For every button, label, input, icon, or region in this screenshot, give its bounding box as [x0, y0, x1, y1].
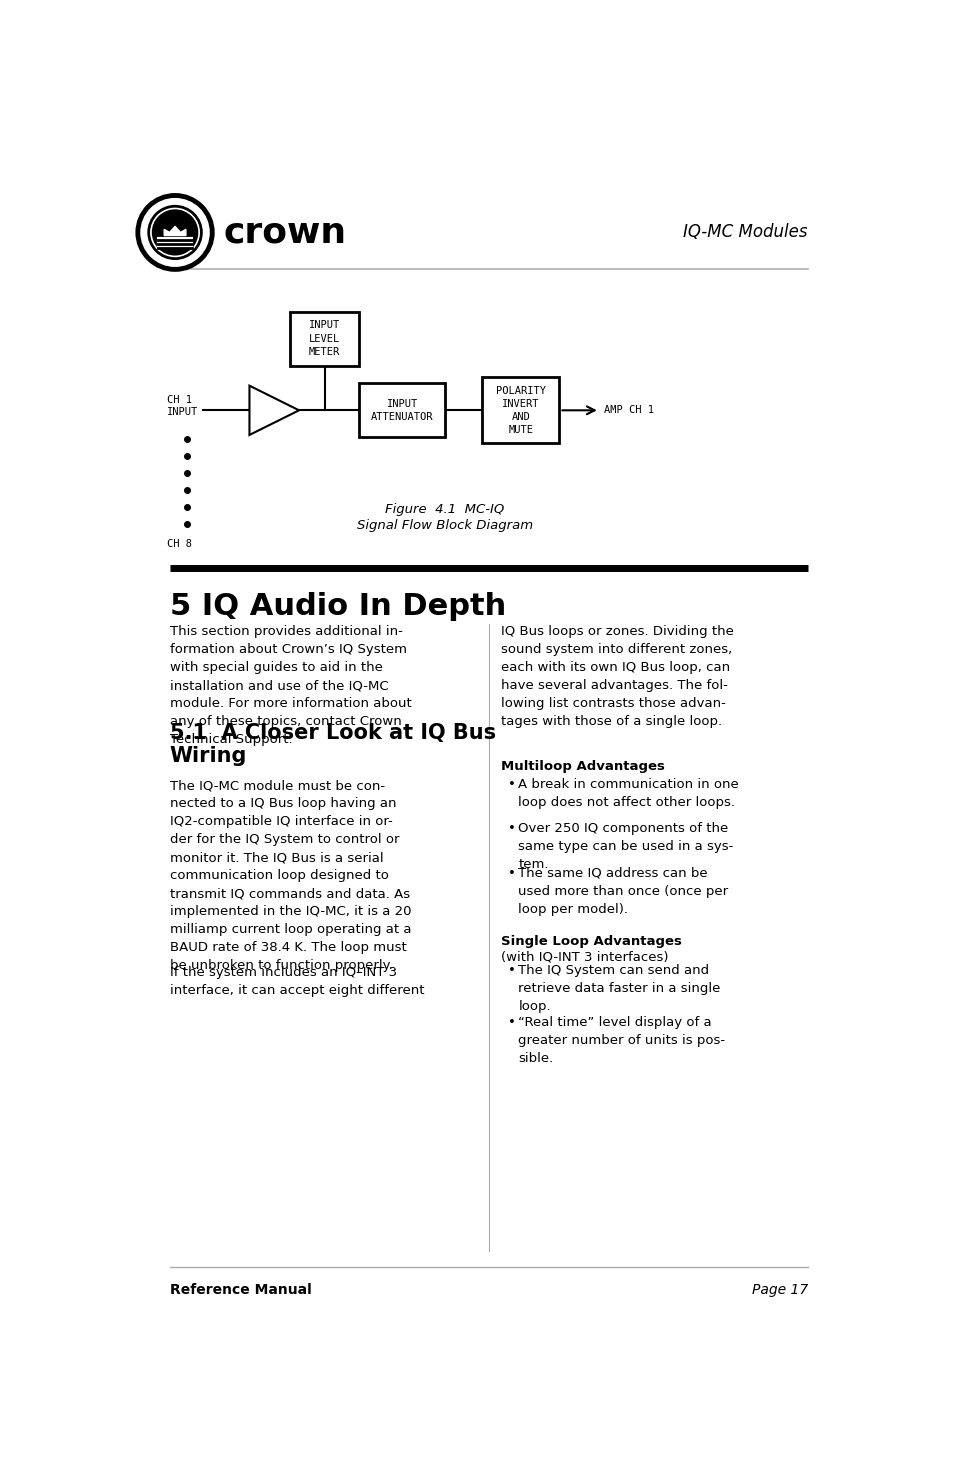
Text: Signal Flow Block Diagram: Signal Flow Block Diagram: [356, 519, 533, 531]
Text: If the system includes an IQ–INT 3
interface, it can accept eight different: If the system includes an IQ–INT 3 inter…: [170, 966, 424, 997]
Text: This section provides additional in-
formation about Crown’s IQ System
with spec: This section provides additional in- for…: [170, 625, 411, 746]
Polygon shape: [164, 226, 186, 236]
Text: 5 IQ Audio In Depth: 5 IQ Audio In Depth: [170, 591, 505, 621]
Circle shape: [152, 209, 198, 255]
Text: Over 250 IQ components of the
same type can be used in a sys-
tem.: Over 250 IQ components of the same type …: [517, 822, 733, 872]
Text: 5.1  A Closer Look at IQ Bus: 5.1 A Closer Look at IQ Bus: [170, 723, 496, 743]
Text: Reference Manual: Reference Manual: [170, 1283, 311, 1297]
Text: INPUT: INPUT: [167, 407, 198, 417]
Text: IQ Bus loops or zones. Dividing the
sound system into different zones,
each with: IQ Bus loops or zones. Dividing the soun…: [500, 625, 734, 729]
Text: •: •: [507, 777, 515, 791]
Text: •: •: [507, 1016, 515, 1030]
Bar: [290, 311, 359, 366]
Text: Single Loop Advantages: Single Loop Advantages: [500, 935, 681, 948]
Text: INPUT
ATTENUATOR: INPUT ATTENUATOR: [371, 398, 433, 422]
Text: Page 17: Page 17: [751, 1283, 807, 1297]
Text: The IQ System can send and
retrieve data faster in a single
loop.: The IQ System can send and retrieve data…: [517, 965, 720, 1013]
Text: (with IQ-INT 3 interfaces): (with IQ-INT 3 interfaces): [500, 950, 668, 963]
Bar: [481, 378, 558, 444]
Text: Figure  4.1  MC-IQ: Figure 4.1 MC-IQ: [385, 503, 504, 516]
Text: Wiring: Wiring: [170, 746, 247, 766]
Text: POLARITY
INVERT
AND
MUTE: POLARITY INVERT AND MUTE: [496, 385, 545, 435]
Text: crown: crown: [223, 215, 346, 249]
Text: IQ-MC Modules: IQ-MC Modules: [682, 223, 806, 242]
Text: The IQ-MC module must be con-
nected to a IQ Bus loop having an
IQ2-compatible I: The IQ-MC module must be con- nected to …: [170, 779, 411, 972]
Text: •: •: [507, 965, 515, 976]
Text: •: •: [507, 867, 515, 881]
Text: AMP CH 1: AMP CH 1: [604, 406, 654, 416]
Text: Multiloop Advantages: Multiloop Advantages: [500, 760, 664, 773]
Bar: [359, 384, 444, 437]
Text: CH 1: CH 1: [167, 395, 193, 406]
Text: A break in communication in one
loop does not affect other loops.: A break in communication in one loop doe…: [517, 777, 739, 808]
Circle shape: [149, 207, 201, 258]
Text: •: •: [507, 822, 515, 835]
Text: The same IQ address can be
used more than once (once per
loop per model).: The same IQ address can be used more tha…: [517, 867, 728, 916]
Text: INPUT
LEVEL
METER: INPUT LEVEL METER: [309, 320, 340, 357]
Text: CH 8: CH 8: [167, 540, 193, 549]
Text: “Real time” level display of a
greater number of units is pos-
sible.: “Real time” level display of a greater n…: [517, 1016, 724, 1065]
